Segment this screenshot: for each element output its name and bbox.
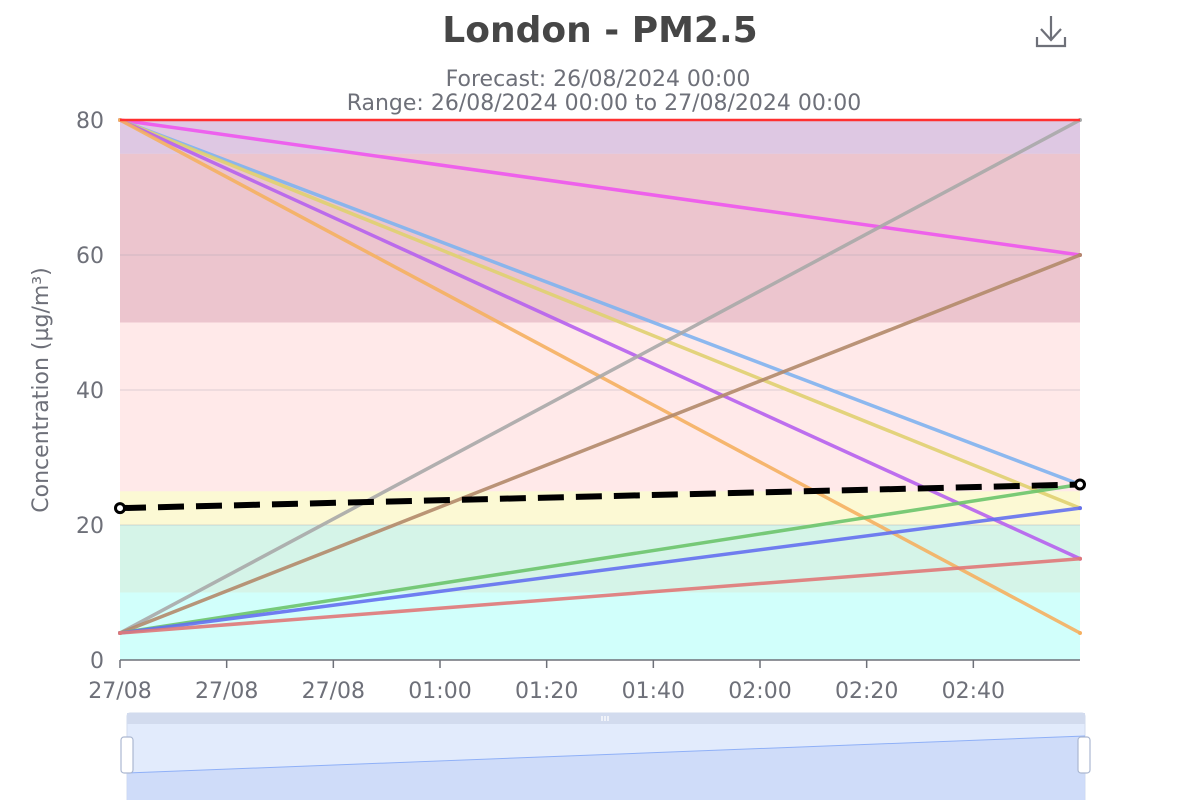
series-line-7 <box>119 482 1081 635</box>
threshold-band-0 <box>120 592 1080 660</box>
x-tick-label-7: 02:20 <box>835 679 898 704</box>
series-line-5 <box>119 118 1081 635</box>
series-point-6-1 <box>1078 253 1082 257</box>
x-tick-label-4: 01:20 <box>515 679 578 704</box>
download-icon[interactable] <box>1035 16 1067 48</box>
data-zoom-slider[interactable] <box>120 712 1091 800</box>
series-line-9 <box>119 557 1081 635</box>
series-line-0 <box>119 118 1081 257</box>
series-lines <box>114 118 1086 635</box>
y-tick-label-0: 0 <box>90 649 104 674</box>
series-point-9-1 <box>1078 556 1082 561</box>
axes: 0 20 40 60 80 27/08 27/08 27/08 01:00 01:20 01:40 0… <box>76 109 1080 704</box>
x-tick-label-5: 01:40 <box>622 679 685 704</box>
data-zoom-handle-left[interactable] <box>120 736 134 774</box>
y-tick-label-1: 20 <box>76 514 104 539</box>
chart-subtitle-range: Range: 26/08/2024 00:00 to 27/08/2024 00… <box>347 91 862 116</box>
series-point-8-1 <box>1078 506 1082 511</box>
x-tick-label-8: 02:40 <box>942 679 1005 704</box>
series-line-1 <box>119 118 1081 487</box>
threshold-band-5 <box>120 120 1080 154</box>
data-zoom-preview-area <box>127 736 1085 800</box>
y-tick-label-4: 80 <box>76 109 104 134</box>
y-tick-label-2: 40 <box>76 379 104 404</box>
threshold-band-3 <box>120 322 1080 492</box>
x-tick-label-0: 27/08 <box>88 679 151 704</box>
x-tick-label-6: 02:00 <box>728 679 791 704</box>
threshold-bands <box>120 120 1080 660</box>
y-axis-label: Concentration (µg/m³) <box>29 267 54 512</box>
x-tick-label-1: 27/08 <box>195 679 258 704</box>
series-point-10-1 <box>1074 478 1086 491</box>
data-zoom-preview-line <box>126 735 1086 774</box>
data-zoom-bar[interactable] <box>127 713 1085 724</box>
chart-title: London - PM2.5 <box>442 10 757 51</box>
chart-subtitle-forecast: Forecast: 26/08/2024 00:00 <box>446 67 751 92</box>
x-tick-label-2: 27/08 <box>302 679 365 704</box>
series-point-9-0 <box>118 631 122 635</box>
series-line-6 <box>119 253 1081 635</box>
data-zoom-handle-right[interactable] <box>1077 736 1091 774</box>
x-tick-label-3: 01:00 <box>408 679 471 704</box>
y-tick-label-3: 60 <box>76 244 104 269</box>
series-point-4-1 <box>1078 631 1082 635</box>
series-line-8 <box>119 506 1081 635</box>
series-line-10 <box>119 481 1081 512</box>
series-point-10-0 <box>114 502 126 515</box>
series-line-2 <box>119 118 1081 510</box>
data-zoom-grip-icon[interactable] <box>601 716 609 721</box>
